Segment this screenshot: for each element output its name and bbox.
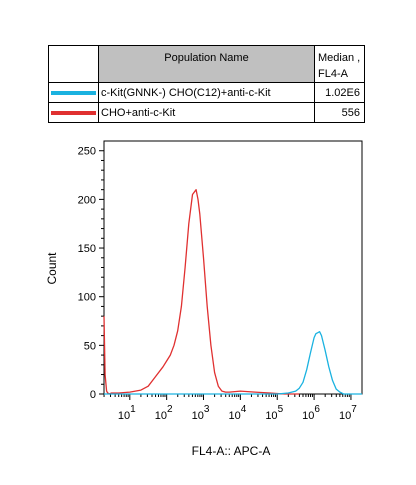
legend-row: c-Kit(GNNK-) CHO(C12)+anti-c-Kit 1.02E6 bbox=[48, 82, 365, 103]
legend-line-cyan bbox=[51, 90, 96, 95]
legend-population-name: CHO+anti-c-Kit bbox=[98, 102, 315, 123]
legend-header-median-line1: Median , bbox=[318, 52, 361, 64]
x-tick-label: 107 bbox=[339, 404, 357, 422]
legend-swatch bbox=[48, 102, 99, 123]
x-tick-label: 105 bbox=[265, 404, 283, 422]
legend-median-value: 1.02E6 bbox=[314, 82, 365, 103]
legend-header-row: Population Name Median , FL4-A bbox=[48, 45, 365, 83]
x-tick-label: 103 bbox=[192, 404, 210, 422]
legend-header-population: Population Name bbox=[98, 45, 315, 83]
series-line-red bbox=[103, 189, 300, 395]
legend-population-name: c-Kit(GNNK-) CHO(C12)+anti-c-Kit bbox=[98, 82, 315, 103]
y-tick-label: 0 bbox=[90, 389, 96, 401]
y-tick-label: 50 bbox=[84, 340, 96, 352]
legend-median-value: 556 bbox=[314, 102, 365, 123]
histogram-curves bbox=[103, 189, 362, 395]
series-line-cyan bbox=[104, 331, 362, 395]
y-tick-label: 200 bbox=[78, 194, 96, 206]
x-tick-label: 102 bbox=[155, 404, 173, 422]
x-tick-label: 101 bbox=[118, 404, 136, 422]
legend-header-median-line2: FL4-A bbox=[318, 68, 348, 80]
x-tick-label: 106 bbox=[302, 404, 320, 422]
legend-row: CHO+anti-c-Kit 556 bbox=[48, 102, 365, 123]
legend-line-red bbox=[51, 110, 96, 115]
axis-ticks: 0 50 100 150 200 250 101 102 103 104 105 106 107 bbox=[78, 146, 358, 422]
y-tick-label: 150 bbox=[78, 243, 96, 255]
x-tick-label: 104 bbox=[228, 404, 246, 422]
plot-frame bbox=[103, 140, 363, 395]
y-axis-label: Count bbox=[45, 252, 59, 285]
legend-table: Population Name Median , FL4-A c-Kit(GNNK… bbox=[48, 45, 365, 123]
y-tick-label: 100 bbox=[78, 292, 96, 304]
legend-header-median: Median , FL4-A bbox=[314, 45, 365, 83]
x-axis-label: FL4-A:: APC-A bbox=[192, 444, 271, 458]
y-tick-label: 250 bbox=[78, 146, 96, 158]
